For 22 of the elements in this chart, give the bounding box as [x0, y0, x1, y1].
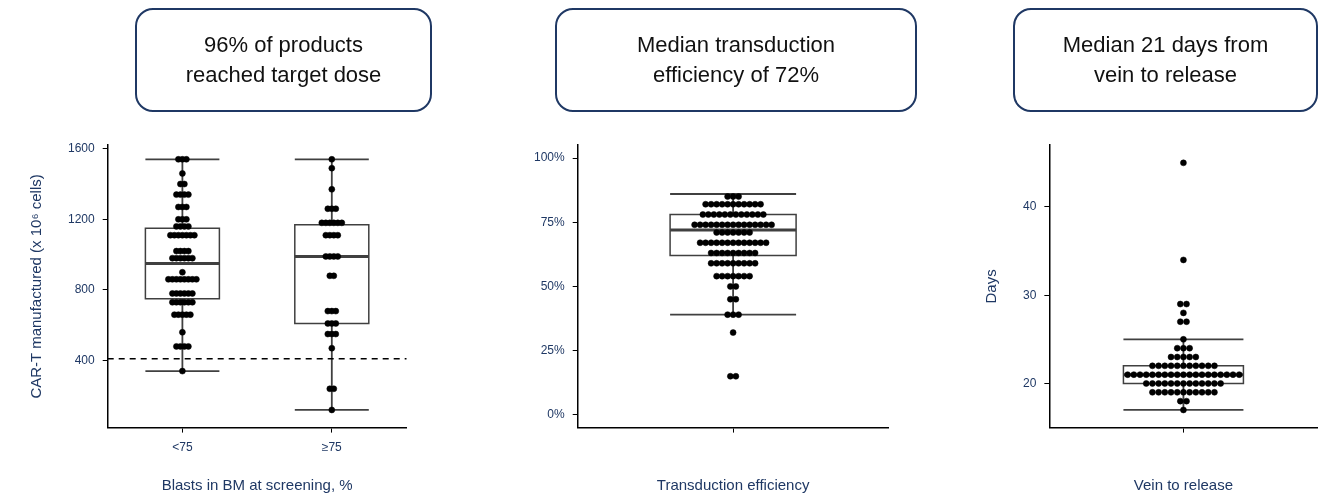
y-tick-label: 25% [540, 342, 566, 357]
chart-title: Median transduction efficiency of 72% [555, 8, 917, 112]
x-axis-title: Transduction efficiency [656, 476, 810, 494]
y-tick-label: 75% [540, 214, 566, 229]
y-tick-label: 1600 [67, 141, 96, 156]
chart-title: 96% of products reached target dose [135, 8, 432, 112]
y-tick-label: 0% [547, 407, 566, 422]
y-tick-label: 800 [74, 282, 96, 297]
y-tick-label: 1200 [67, 211, 96, 226]
y-tick-label: 400 [74, 352, 96, 367]
y-tick-label: 50% [540, 278, 566, 293]
x-tick-label: <75 [172, 440, 193, 455]
x-axis-title: Blasts in BM at screening, % [161, 476, 353, 494]
chart-title: Median 21 days from vein to release [1013, 8, 1318, 112]
y-tick-label: 40 [1022, 199, 1037, 214]
y-tick-label: 20 [1022, 375, 1037, 390]
y-axis-title: Days [982, 269, 1000, 304]
x-axis-title: Vein to release [1133, 476, 1234, 494]
y-axis-title: CAR-T manufactured (x 10⁶ cells) [27, 174, 45, 399]
y-tick-label: 30 [1022, 287, 1037, 302]
y-tick-label: 100% [533, 150, 566, 165]
x-tick-label: ≥75 [321, 440, 343, 455]
